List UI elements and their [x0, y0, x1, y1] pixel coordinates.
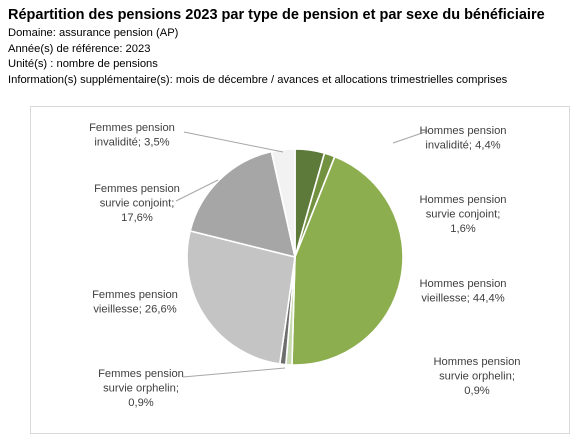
pie-slice-3: [291, 155, 404, 366]
meta-domain: Domaine: assurance pension (AP): [8, 27, 179, 39]
pie-label-line: invalidité; 3,5%: [94, 137, 169, 149]
pie-label-line: survie conjoint;: [426, 209, 501, 221]
pie-label-line: Hommes pension: [433, 356, 520, 368]
pie-label-line: survie orphelin;: [103, 383, 179, 395]
pie-label-line: Hommes pension: [419, 278, 506, 290]
pie-label-line: Hommes pension: [419, 125, 506, 137]
pie-label-4: Hommes pension survie orphelin; 0,9%: [433, 356, 520, 397]
pie-label-8: Femmes pension invalidité; 3,5%: [89, 122, 175, 149]
page-title: Répartition des pensions 2023 par type d…: [8, 7, 545, 23]
meta-unit: Unité(s) : nombre de pensions: [8, 58, 158, 70]
pie-label-line: survie conjoint;: [100, 198, 175, 210]
pie-label-line: 0,9%: [464, 385, 490, 397]
pie-label-line: Hommes pension: [419, 194, 506, 206]
pie-label-6: Femmes pension vieillesse; 26,6%: [92, 289, 178, 316]
pie-label-line: survie orphelin;: [439, 371, 515, 383]
meta-reference-year: Année(s) de référence: 2023: [8, 42, 151, 55]
pie-label-3: Hommes pension vieillesse; 44,4%: [419, 278, 506, 305]
pie-slice-7: [189, 150, 297, 259]
pie-label-line: vieillesse; 26,6%: [93, 304, 176, 316]
pie-label-5: Femmes pension survie orphelin; 0,9%: [98, 368, 184, 409]
pie-label-line: vieillesse; 44,4%: [421, 293, 504, 305]
pie-leader-line-1: [392, 130, 429, 144]
meta-additional-info: Information(s) supplémentaire(s): mois d…: [8, 73, 508, 86]
pie-label-line: Femmes pension: [94, 183, 180, 195]
pie-label-line: 0,9%: [128, 397, 154, 409]
pie-label-1: Hommes pension invalidité; 4,4%: [419, 125, 506, 152]
chart-area: Hommes pension invalidité; 4,4% Hommes pen…: [30, 106, 570, 434]
pie-leader-line-5: [182, 367, 286, 378]
pie-slice-8: [270, 148, 296, 258]
pie-leader-line-7: [175, 179, 219, 202]
pie-label-line: Femmes pension: [92, 289, 178, 301]
pie-slice-6: [186, 229, 296, 365]
pie-label-2: Hommes pension survie conjoint; 1,6%: [419, 194, 506, 235]
pie-label-line: 1,6%: [450, 223, 476, 235]
pie-leader-line-8: [183, 131, 284, 153]
pie-label-line: Femmes pension: [89, 122, 175, 134]
pie-label-7: Femmes pension survie conjoint; 17,6%: [94, 183, 180, 224]
pie-label-line: 17,6%: [121, 212, 153, 224]
report-header: Répartition des pensions 2023 par type d…: [8, 6, 572, 88]
pie-label-line: Femmes pension: [98, 368, 184, 380]
pie-label-line: invalidité; 4,4%: [425, 140, 500, 152]
pie-chart: Hommes pension invalidité; 4,4%Hommes pen…: [89, 122, 520, 409]
